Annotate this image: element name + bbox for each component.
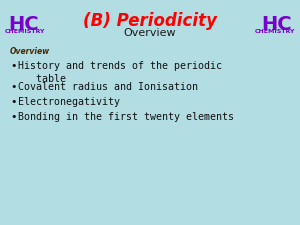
Text: •: • — [10, 97, 16, 107]
Text: Bonding in the first twenty elements: Bonding in the first twenty elements — [18, 112, 234, 122]
Text: Overview: Overview — [10, 47, 50, 56]
Text: History and trends of the periodic
   table: History and trends of the periodic table — [18, 61, 222, 84]
Text: HC: HC — [261, 15, 292, 34]
Text: CHEMISTRY: CHEMISTRY — [5, 29, 46, 34]
Text: •: • — [10, 61, 16, 71]
Text: •: • — [10, 112, 16, 122]
Text: CHEMISTRY: CHEMISTRY — [254, 29, 295, 34]
Text: Covalent radius and Ionisation: Covalent radius and Ionisation — [18, 82, 198, 92]
Text: (B) Periodicity: (B) Periodicity — [83, 12, 217, 30]
Text: Electronegativity: Electronegativity — [18, 97, 120, 107]
Text: HC: HC — [8, 15, 39, 34]
Text: •: • — [10, 82, 16, 92]
Text: Overview: Overview — [124, 28, 176, 38]
